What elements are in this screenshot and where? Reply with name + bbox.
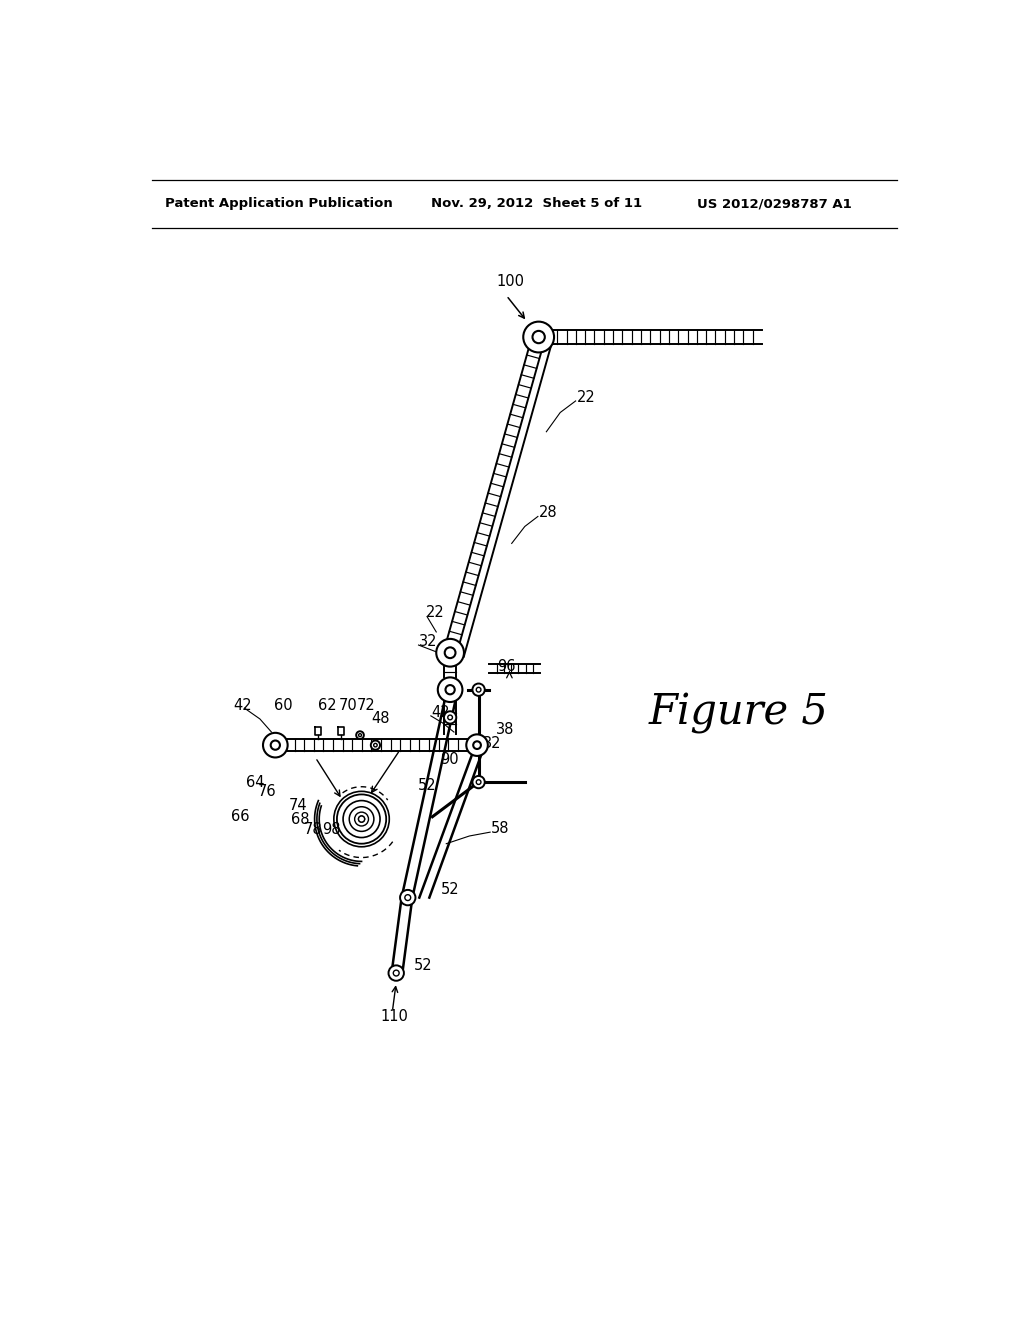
Circle shape (445, 685, 455, 694)
Circle shape (263, 733, 288, 758)
Text: Patent Application Publication: Patent Application Publication (165, 197, 393, 210)
Text: 52: 52 (414, 958, 432, 973)
Text: 66: 66 (230, 809, 249, 824)
Circle shape (400, 890, 416, 906)
Text: 58: 58 (490, 821, 509, 836)
Text: 110: 110 (381, 1010, 409, 1024)
Text: 32: 32 (482, 737, 501, 751)
Text: 22: 22 (425, 605, 444, 620)
Text: 42: 42 (431, 705, 450, 721)
Text: 72: 72 (357, 697, 376, 713)
Circle shape (472, 684, 484, 696)
Circle shape (476, 688, 481, 692)
Text: Nov. 29, 2012  Sheet 5 of 11: Nov. 29, 2012 Sheet 5 of 11 (431, 197, 642, 210)
Text: 68: 68 (291, 812, 309, 826)
Circle shape (388, 965, 403, 981)
Text: 96: 96 (497, 659, 515, 675)
Circle shape (374, 743, 377, 747)
Text: 90: 90 (440, 751, 459, 767)
Text: 100: 100 (497, 275, 524, 289)
Circle shape (523, 322, 554, 352)
Circle shape (436, 639, 464, 667)
Text: 62: 62 (318, 697, 337, 713)
Circle shape (438, 677, 463, 702)
Text: 76: 76 (258, 784, 276, 799)
Text: 70: 70 (339, 697, 357, 713)
Text: 38: 38 (496, 722, 514, 738)
Text: 32: 32 (419, 635, 437, 649)
Circle shape (356, 731, 364, 739)
Circle shape (476, 780, 481, 784)
Text: 64: 64 (246, 775, 264, 789)
Text: 28: 28 (539, 506, 557, 520)
Text: 42: 42 (233, 697, 252, 713)
Text: 52: 52 (418, 779, 436, 793)
Circle shape (444, 711, 457, 723)
Text: 52: 52 (441, 882, 460, 898)
Text: 48: 48 (372, 711, 390, 726)
Circle shape (404, 895, 411, 900)
Text: 60: 60 (273, 697, 293, 713)
Circle shape (358, 734, 361, 737)
Circle shape (358, 816, 365, 822)
Circle shape (270, 741, 280, 750)
Text: 74: 74 (289, 797, 307, 813)
Circle shape (447, 715, 453, 719)
Text: Figure 5: Figure 5 (649, 692, 828, 734)
Text: 98: 98 (323, 822, 341, 837)
Text: US 2012/0298787 A1: US 2012/0298787 A1 (696, 197, 851, 210)
Circle shape (393, 970, 399, 975)
Circle shape (532, 331, 545, 343)
Circle shape (473, 742, 481, 748)
Text: 22: 22 (578, 389, 596, 405)
Circle shape (371, 741, 380, 750)
Circle shape (472, 776, 484, 788)
Circle shape (444, 647, 456, 659)
Circle shape (466, 734, 487, 756)
Text: 78: 78 (304, 822, 323, 837)
